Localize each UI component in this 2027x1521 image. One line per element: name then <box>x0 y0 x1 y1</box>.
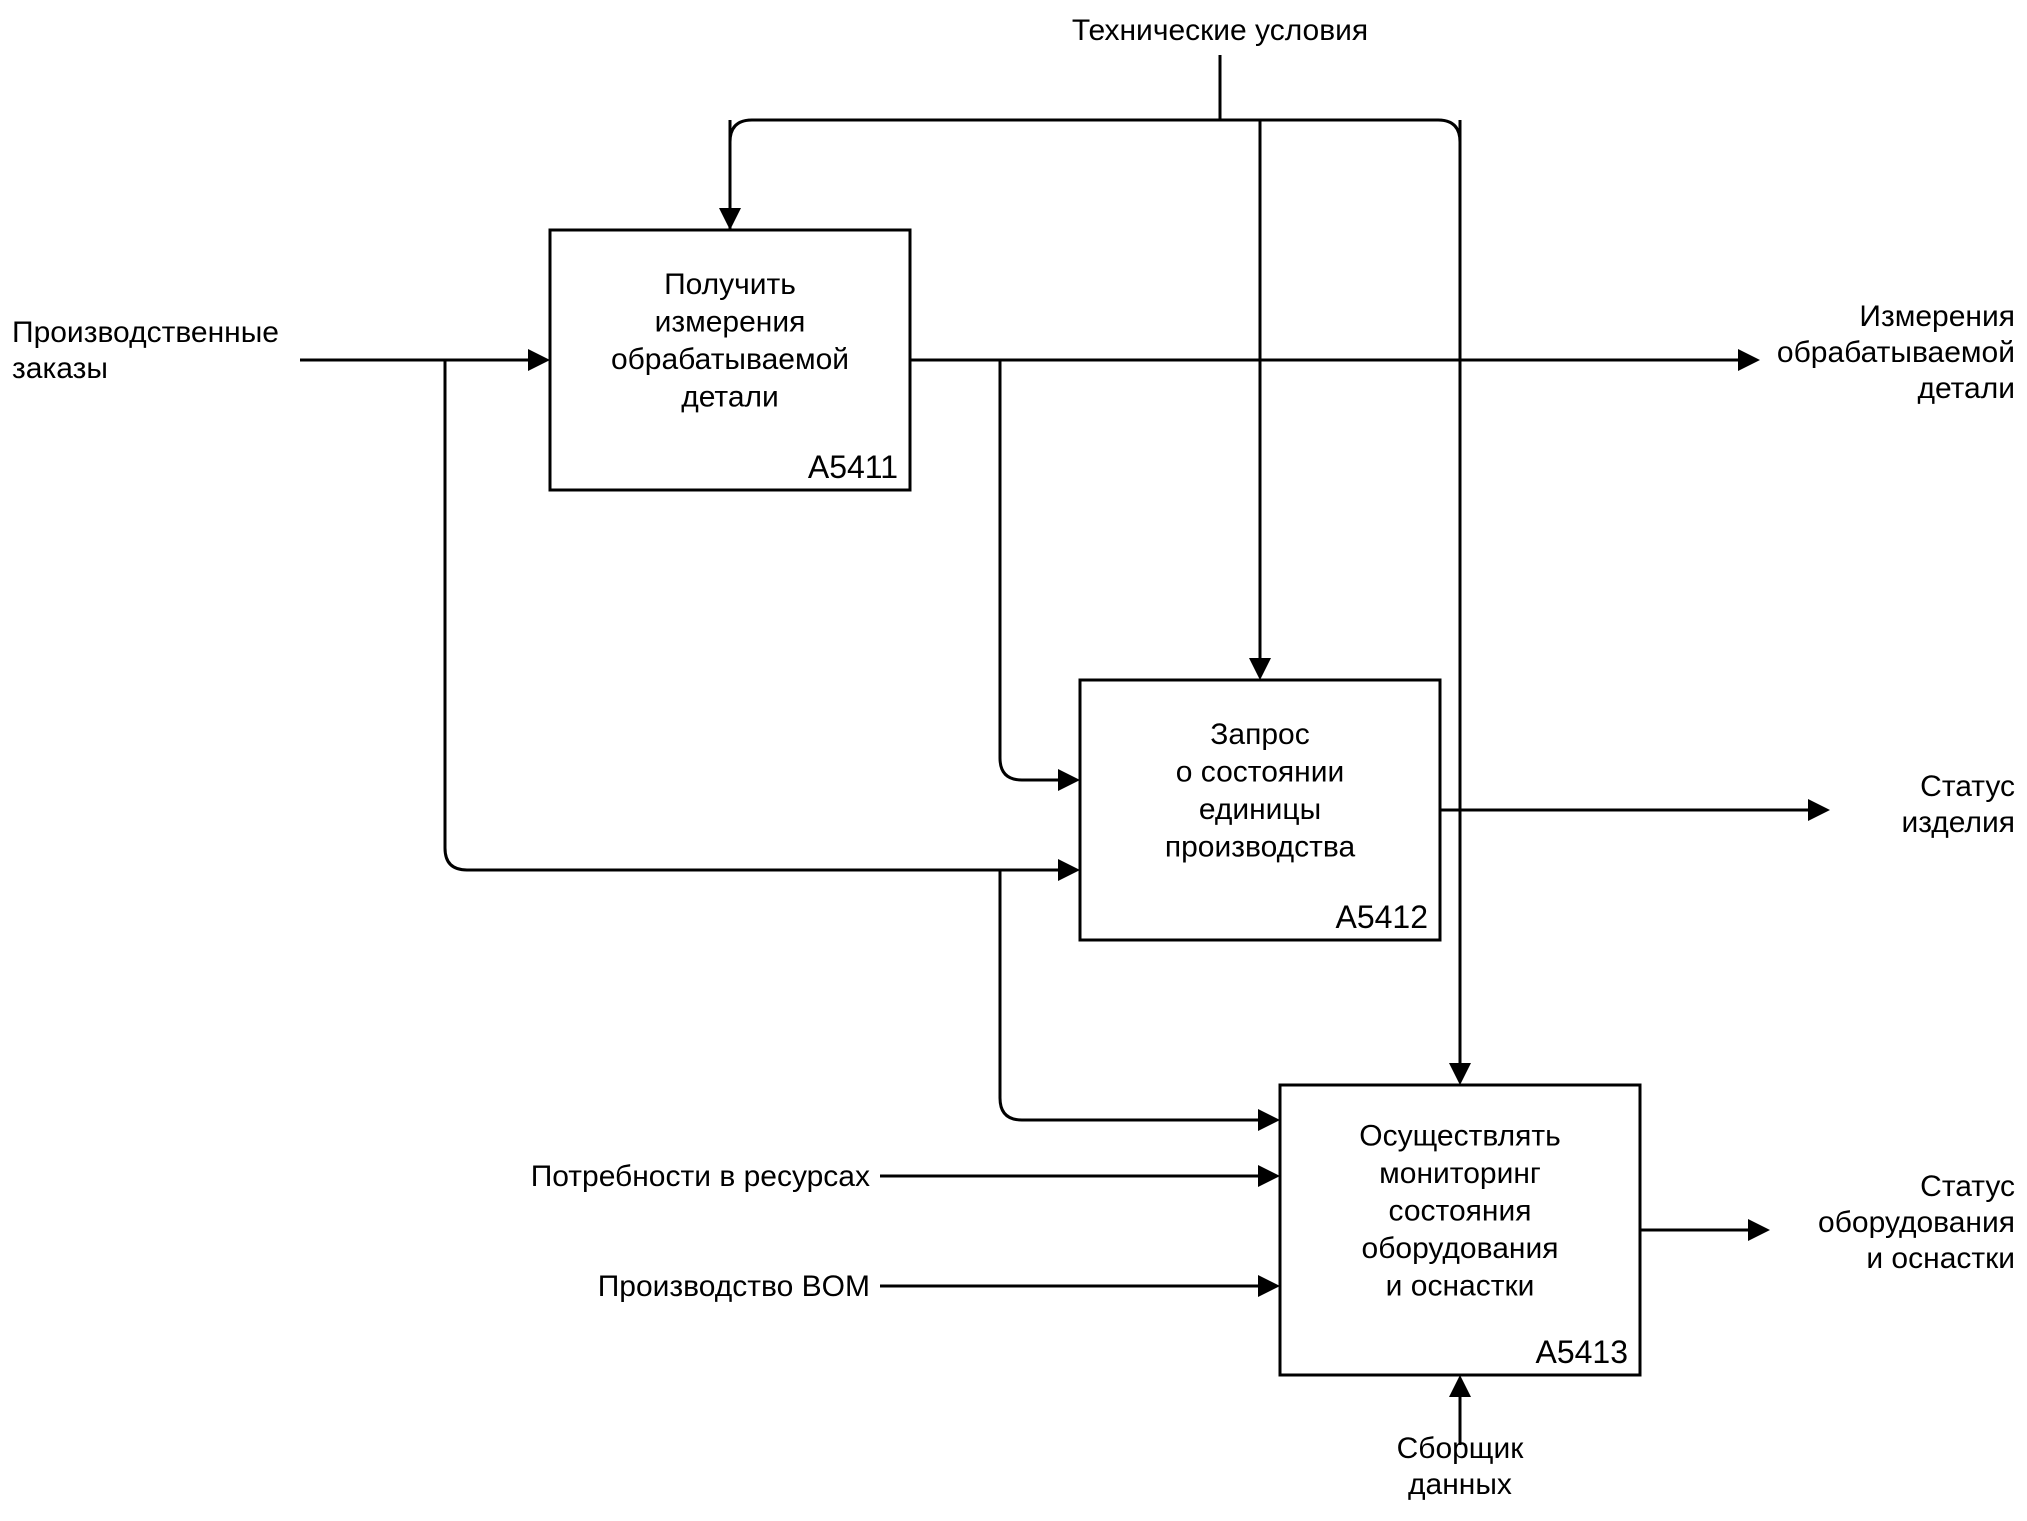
nodes: ПолучитьизмеренияобрабатываемойдеталиA54… <box>550 230 1640 1375</box>
edge-a5411-to-a5412 <box>1000 360 1080 791</box>
edge-control-a5413 <box>1449 120 1471 1085</box>
edge-control-a5412 <box>1249 120 1271 680</box>
label-out_status_eq: Статусоборудованияи оснастки <box>1818 1170 2015 1275</box>
edge-a5413-out <box>1640 1219 1770 1241</box>
label-top_control: Технические условия <box>1072 14 1368 47</box>
label-in_orders: Производственныезаказы <box>12 316 279 385</box>
edge-a5411-out-meas <box>910 349 1760 371</box>
label-out_status_p: Статусизделия <box>1901 770 2015 839</box>
node-title: Осуществлятьмониторингсостоянияоборудова… <box>1359 1119 1560 1302</box>
node-id: A5412 <box>1335 899 1428 935</box>
label-out_meas: Измеренияобрабатываемойдетали <box>1777 300 2015 405</box>
labels: Технические условия Производственныезаказ… <box>12 14 2015 1501</box>
node-id: A5411 <box>808 449 898 485</box>
label-in_collector: Сборщикданных <box>1397 1432 1525 1501</box>
node-a5412: Запросо состоянииединицыпроизводстваA541… <box>1080 680 1440 940</box>
edge-bom-a5413 <box>880 1275 1280 1297</box>
edge-a5412-out <box>1440 799 1830 821</box>
node-a5411: ПолучитьизмеренияобрабатываемойдеталиA54… <box>550 230 910 490</box>
edge-control-fan <box>730 120 1460 230</box>
edge-resources-a5413 <box>880 1165 1280 1187</box>
edge-orders-a5411 <box>300 349 550 371</box>
edge-control-a5411 <box>719 120 741 230</box>
idef0-diagram: ПолучитьизмеренияобрабатываемойдеталиA54… <box>0 0 2027 1521</box>
label-in_resources: Потребности в ресурсах <box>531 1160 870 1193</box>
label-in_bom: Производство BOM <box>598 1270 870 1303</box>
node-id: A5413 <box>1535 1334 1628 1370</box>
node-a5413: Осуществлятьмониторингсостоянияоборудова… <box>1280 1085 1640 1375</box>
